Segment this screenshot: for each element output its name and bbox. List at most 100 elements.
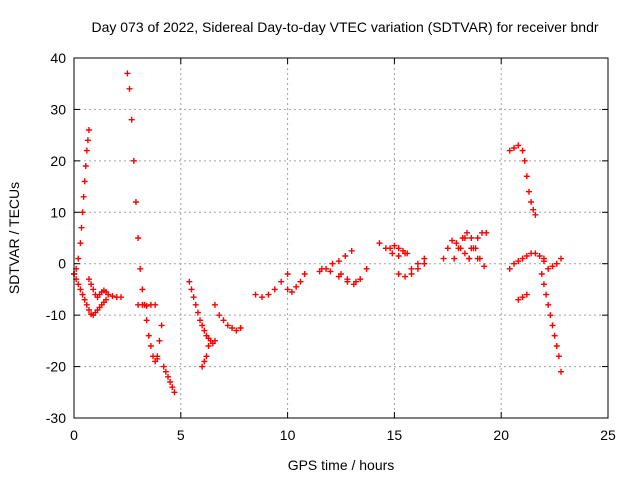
data-point <box>164 373 171 380</box>
series-arc28 <box>515 291 530 303</box>
data-point <box>532 211 539 218</box>
y-tick-label: -30 <box>46 410 66 426</box>
series-arc11 <box>252 271 291 301</box>
x-axis-label: GPS time / hours <box>288 457 395 473</box>
data-point <box>376 240 383 247</box>
data-point <box>540 281 547 288</box>
data-point <box>519 147 526 154</box>
data-point <box>421 255 428 262</box>
data-point <box>414 260 421 267</box>
data-point <box>83 147 90 154</box>
data-point <box>338 271 344 277</box>
data-point <box>103 296 110 303</box>
series-arc6 <box>154 322 165 360</box>
data-point <box>130 157 137 164</box>
data-point <box>511 145 518 151</box>
data-point <box>549 322 556 329</box>
series-arc19 <box>408 255 428 272</box>
data-point <box>545 265 552 272</box>
series-arc9 <box>199 343 212 370</box>
series-arc4 <box>124 70 161 365</box>
data-point <box>169 384 176 391</box>
data-point <box>109 293 116 300</box>
data-point <box>171 389 178 396</box>
data-point <box>335 258 342 265</box>
x-tick-label: 20 <box>493 427 509 443</box>
data-point <box>519 255 526 262</box>
data-point <box>132 199 139 205</box>
y-tick-label: 40 <box>50 50 66 66</box>
data-point <box>363 265 370 272</box>
data-point <box>474 235 481 241</box>
data-point <box>105 291 112 298</box>
data-point <box>199 363 206 370</box>
data-point <box>203 353 210 360</box>
data-point <box>540 258 547 265</box>
data-point <box>523 253 530 259</box>
data-point <box>126 85 133 92</box>
data-point <box>201 327 208 334</box>
data-point <box>461 235 468 241</box>
data-point <box>75 255 82 262</box>
series-arc7 <box>160 363 178 396</box>
data-point <box>515 258 522 265</box>
data-point <box>408 265 415 272</box>
data-point <box>237 325 244 331</box>
data-point <box>145 332 152 339</box>
data-point <box>190 294 197 301</box>
data-point <box>440 255 447 262</box>
data-point <box>543 291 550 298</box>
series-arc2 <box>71 271 110 319</box>
data-point <box>85 307 92 313</box>
data-point <box>79 291 86 298</box>
data-point <box>525 188 532 195</box>
y-tick-label: 10 <box>50 204 66 220</box>
data-point <box>558 255 565 262</box>
data-point <box>284 271 291 277</box>
data-point <box>464 229 471 236</box>
data-point <box>258 294 265 301</box>
series-arc27 <box>538 271 565 375</box>
series-arc18 <box>395 260 428 280</box>
data-point <box>78 224 85 231</box>
data-point <box>547 312 554 319</box>
data-point <box>451 255 458 262</box>
data-point <box>211 337 218 344</box>
data-point <box>549 263 556 270</box>
data-point <box>199 322 206 329</box>
data-point <box>545 301 552 308</box>
data-point <box>528 199 535 205</box>
x-tick-label: 25 <box>600 427 616 443</box>
data-point <box>83 301 90 308</box>
series-arc3 <box>85 276 124 301</box>
data-point <box>205 343 212 349</box>
data-point <box>558 368 565 375</box>
data-point <box>474 255 481 262</box>
data-point <box>551 332 558 339</box>
data-point <box>77 286 84 293</box>
data-point <box>408 271 415 277</box>
data-point <box>536 253 543 259</box>
data-point <box>466 255 473 262</box>
data-point <box>523 291 530 298</box>
data-point <box>468 235 475 241</box>
data-point <box>395 245 402 252</box>
data-point <box>265 291 272 298</box>
series-arc17 <box>387 242 411 257</box>
y-tick-label: 0 <box>58 256 66 272</box>
data-point <box>318 265 325 272</box>
data-point <box>220 317 227 324</box>
data-point <box>468 245 475 252</box>
data-point <box>224 322 231 329</box>
series-arc15 <box>338 265 370 288</box>
y-tick-label: 30 <box>50 101 66 117</box>
data-point <box>519 294 526 301</box>
data-point <box>506 147 513 154</box>
data-point <box>197 317 204 324</box>
data-point <box>85 276 92 283</box>
data-point <box>135 235 142 241</box>
data-point <box>301 271 308 277</box>
y-axis-label: SDTVAR / TECUs <box>6 182 22 294</box>
series-arc16 <box>376 240 409 259</box>
